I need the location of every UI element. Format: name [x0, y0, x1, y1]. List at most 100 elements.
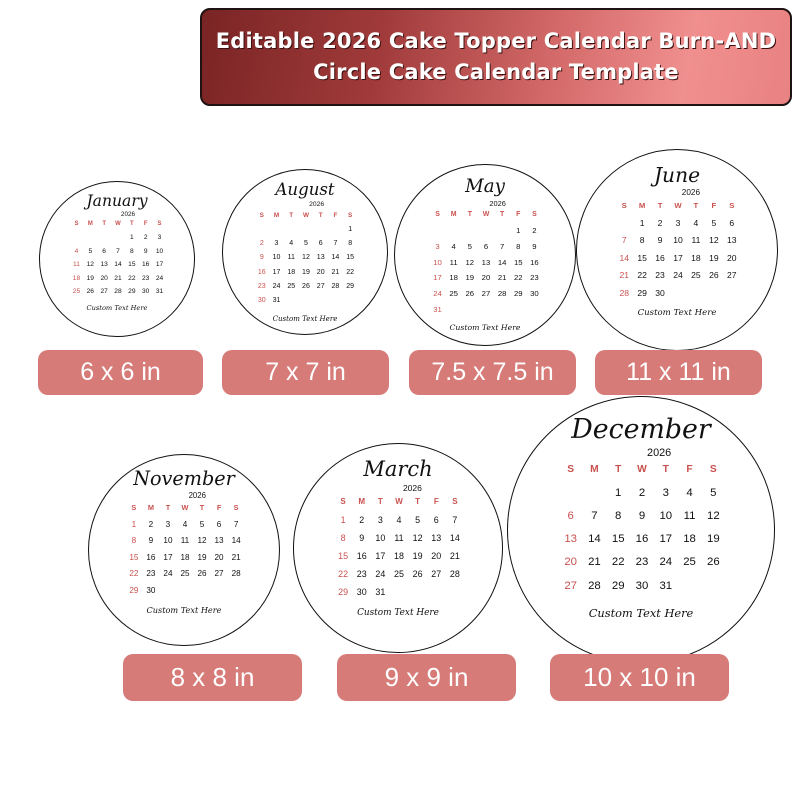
day-cell: 2: [532, 226, 537, 236]
day-cell: 13: [431, 532, 442, 543]
day-cell: 23: [530, 273, 539, 283]
day-cell: 28: [449, 568, 460, 579]
day-cell: 21: [331, 268, 340, 276]
day-cell: 24: [163, 569, 173, 579]
day-cell: 28: [114, 288, 122, 296]
title-line-1: Editable 2026 Cake Topper Calendar Burn-…: [215, 29, 777, 53]
day-cell: 11: [683, 510, 696, 523]
day-cell: 5: [415, 514, 421, 525]
weekday-header: M: [358, 496, 366, 506]
day-cell: 26: [709, 270, 719, 281]
day-cell: 20: [431, 550, 442, 561]
day-cell: 16: [655, 252, 665, 263]
day-cell: 22: [129, 569, 139, 579]
day-cell: 27: [431, 568, 442, 579]
weekday-header: M: [450, 210, 457, 218]
day-cell: 30: [146, 585, 156, 595]
day-cell: 20: [214, 552, 224, 562]
day-cell: 5: [711, 217, 717, 228]
day-cell: 10: [163, 536, 173, 546]
day-cell: 27: [316, 283, 325, 291]
day-cell: 6: [729, 217, 735, 228]
day-cell: 8: [129, 247, 134, 255]
year-label: 2026: [309, 201, 325, 209]
day-cell: 23: [635, 556, 649, 569]
day-cell: 15: [128, 261, 136, 269]
day-cell: 19: [302, 268, 310, 276]
day-cell: 20: [100, 274, 108, 282]
day-cell: 3: [662, 487, 669, 500]
size-badge-december: 10 x 10 in: [550, 654, 729, 701]
day-cell: 8: [340, 532, 346, 543]
day-cell: 29: [513, 288, 523, 298]
weekday-header: T: [165, 503, 171, 512]
weekday-header: T: [615, 464, 622, 475]
weekday-header: S: [233, 503, 239, 512]
day-cell: 8: [131, 536, 137, 546]
day-cell: 3: [165, 519, 171, 529]
day-cell: 28: [497, 288, 507, 298]
weekday-header: F: [143, 221, 148, 227]
day-cell: 29: [128, 288, 136, 296]
day-cell: 9: [148, 536, 154, 546]
day-cell: 1: [639, 217, 645, 228]
day-cell: 28: [588, 579, 601, 592]
day-cell: 9: [359, 532, 365, 543]
day-cell: 21: [497, 273, 507, 283]
size-badge-may: 7.5 x 7.5 in: [409, 350, 576, 395]
day-cell: 15: [129, 552, 139, 562]
weekday-header: M: [638, 200, 646, 210]
day-cell: 8: [639, 235, 645, 246]
day-cell: 16: [635, 533, 649, 546]
month-name: November: [133, 467, 235, 490]
day-cell: 7: [452, 514, 458, 525]
day-cell: 15: [513, 257, 523, 267]
day-cell: 22: [611, 556, 625, 569]
weekday-header: T: [500, 210, 505, 218]
weekday-header: M: [87, 221, 93, 227]
day-cell: 10: [272, 254, 281, 262]
weekday-header: T: [102, 221, 106, 227]
day-cell: 9: [657, 235, 663, 246]
title-banner: Editable 2026 Cake Topper Calendar Burn-…: [200, 8, 792, 106]
day-cell: 3: [435, 241, 440, 251]
day-cell: 2: [657, 217, 663, 228]
day-cell: 14: [619, 252, 629, 263]
weekday-header: F: [711, 200, 717, 210]
size-badge-june: 11 x 11 in: [595, 350, 762, 395]
day-cell: 7: [333, 240, 338, 248]
day-cell: 15: [611, 533, 625, 546]
day-cell: 23: [356, 568, 367, 579]
month-name: March: [363, 457, 433, 482]
day-cell: 27: [100, 288, 108, 296]
day-cell: 10: [433, 257, 442, 267]
day-cell: 11: [287, 254, 295, 262]
day-cell: 6: [433, 514, 439, 525]
day-cell: 22: [128, 274, 136, 282]
day-cell: 23: [655, 270, 665, 281]
day-cell: 24: [433, 288, 442, 298]
calendar-may: May 2026 S M T W T F S 1 2 3 4 5 6 7 8 9 10 11 12 13 14 15 16 1…: [394, 164, 576, 346]
day-cell: 7: [116, 247, 120, 255]
day-cell: 24: [659, 556, 673, 569]
day-cell: 29: [346, 283, 355, 291]
day-cell: 20: [727, 252, 737, 263]
day-cell: 25: [683, 556, 696, 569]
day-cell: 12: [707, 510, 720, 523]
weekday-header: T: [467, 210, 472, 218]
day-cell: 12: [86, 261, 94, 269]
weekday-header: S: [74, 221, 79, 227]
day-cell: 15: [338, 550, 349, 561]
day-cell: 3: [274, 240, 279, 248]
day-cell: 13: [316, 254, 325, 262]
year-label: 2026: [681, 187, 700, 197]
calendar-march: March 2026 S M T W T F S 1 2 3 4 5 6 7 8 9 10 11 12 13 14 15 1…: [293, 443, 503, 653]
day-cell: 6: [567, 510, 574, 523]
day-cell: 7: [591, 510, 598, 523]
day-cell: 29: [129, 585, 139, 595]
day-cell: 18: [72, 274, 81, 282]
day-cell: 26: [412, 568, 423, 579]
day-cell: 14: [449, 532, 460, 543]
day-cell: 26: [197, 569, 207, 579]
month-name: December: [571, 413, 711, 445]
